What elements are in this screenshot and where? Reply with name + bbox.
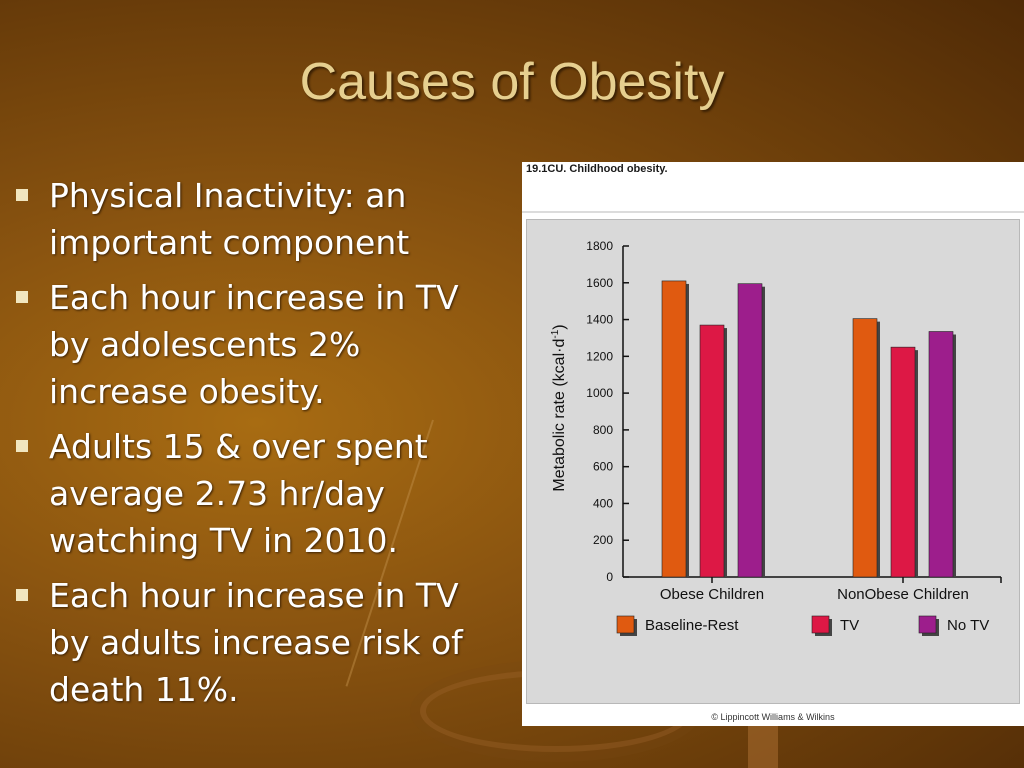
y-tick-label: 1600 xyxy=(586,276,613,290)
y-tick-label: 200 xyxy=(593,533,613,547)
bullet-square-icon xyxy=(16,189,28,201)
bullet-square-icon xyxy=(16,589,28,601)
bullet-text: Physical Inactivity: an important compon… xyxy=(49,176,410,262)
bar xyxy=(699,324,725,578)
bar xyxy=(661,280,687,578)
legend-swatch xyxy=(811,615,830,634)
bar xyxy=(890,346,916,578)
bullet-item: Each hour increase in TV by adults incre… xyxy=(12,572,472,713)
legend-label: No TV xyxy=(947,617,989,634)
y-tick-label: 0 xyxy=(606,570,613,584)
x-category-label: Obese Children xyxy=(660,586,764,603)
y-axis-label-sup: -1 xyxy=(550,329,561,338)
bullet-list: Physical Inactivity: an important compon… xyxy=(12,172,472,721)
legend-swatch xyxy=(616,615,635,634)
slide-title: Causes of Obesity xyxy=(299,53,725,111)
y-axis-label-end: ) xyxy=(551,324,568,329)
legend-label: Baseline-Rest xyxy=(645,617,739,634)
figure-divider xyxy=(522,211,1024,213)
y-tick-label: 800 xyxy=(593,423,613,437)
bullet-text: Adults 15 & over spent average 2.73 hr/d… xyxy=(49,427,428,560)
y-axis-label-main: Metabolic rate (kcal·d xyxy=(551,339,568,492)
bullet-item: Adults 15 & over spent average 2.73 hr/d… xyxy=(12,423,472,564)
bullet-text: Each hour increase in TV by adults incre… xyxy=(49,576,463,709)
bar-chart: Metabolic rate (kcal·d-1) 0 200 400 600 800 1… xyxy=(550,239,1002,636)
copyright-notice: © Lippincott Williams & Wilkins xyxy=(711,712,835,722)
y-tick-label: 600 xyxy=(593,460,613,474)
decorative-scale-pole xyxy=(748,720,778,768)
bullet-item: Each hour increase in TV by adolescents … xyxy=(12,274,472,415)
bar xyxy=(852,318,878,578)
figure-label: 19.1CU. Childhood obesity. xyxy=(526,163,668,175)
bullet-square-icon xyxy=(16,291,28,303)
y-tick-label: 1200 xyxy=(586,349,613,363)
y-tick-label: 1800 xyxy=(586,239,613,253)
chart-area: Metabolic rate (kcal·d-1) 0 200 400 600 800 1… xyxy=(526,219,1020,704)
legend-swatch xyxy=(918,615,937,634)
bullet-text: Each hour increase in TV by adolescents … xyxy=(49,278,459,411)
x-category-label: NonObese Children xyxy=(837,586,969,603)
bullet-square-icon xyxy=(16,440,28,452)
bullet-item: Physical Inactivity: an important compon… xyxy=(12,172,472,266)
legend-label: TV xyxy=(840,617,859,634)
figure-panel: 19.1CU. Childhood obesity. Metabolic rat… xyxy=(522,162,1024,726)
y-tick-label: 1000 xyxy=(586,386,613,400)
bar xyxy=(737,283,763,578)
y-axis-label: Metabolic rate (kcal·d-1) xyxy=(550,324,568,491)
bar xyxy=(928,331,954,578)
y-tick-label: 400 xyxy=(593,496,613,510)
y-tick-label: 1400 xyxy=(586,313,613,327)
